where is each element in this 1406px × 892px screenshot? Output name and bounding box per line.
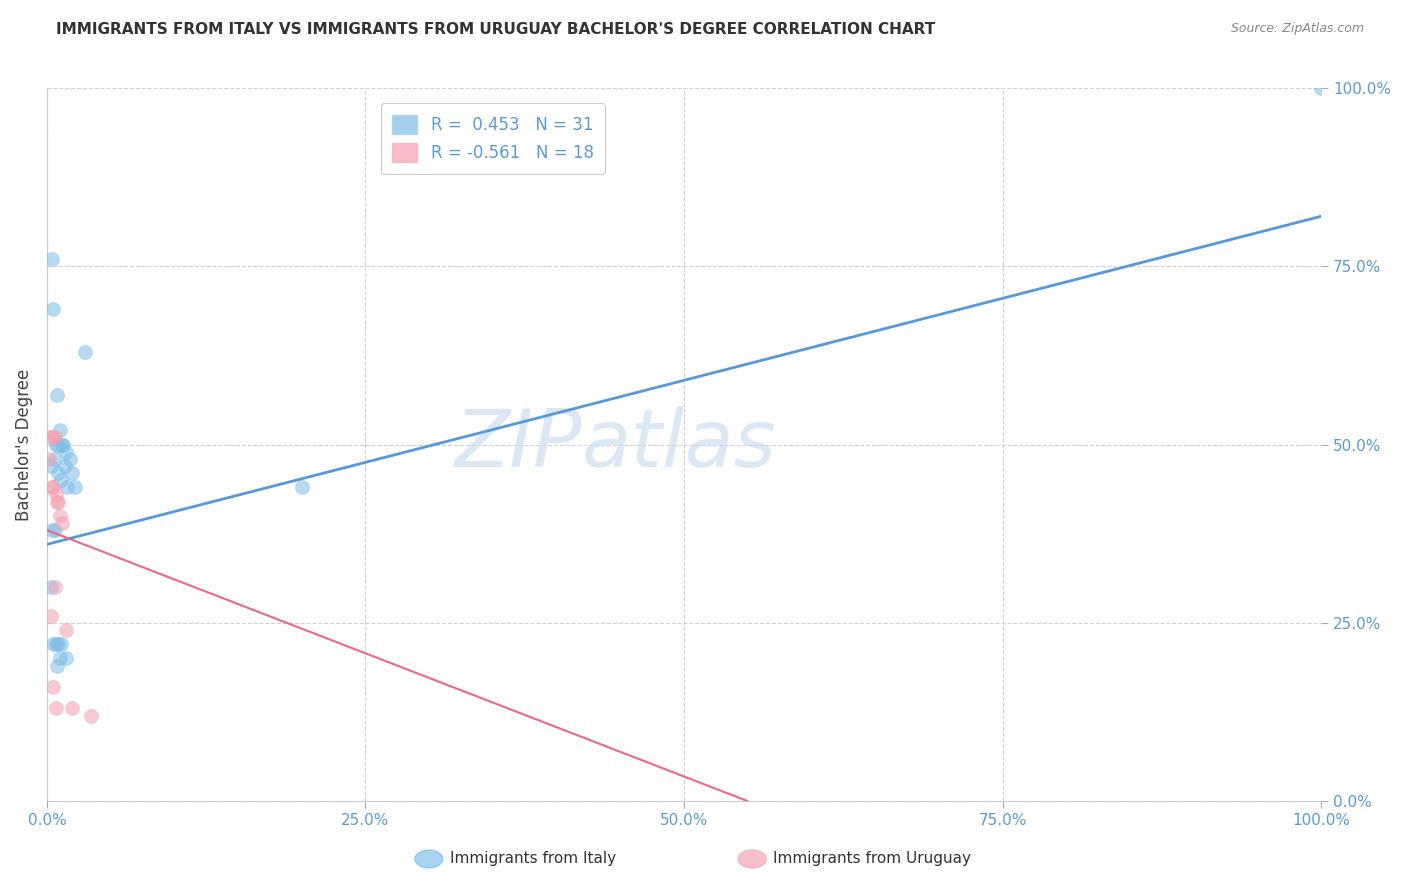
Point xyxy=(42,637,65,651)
Point xyxy=(39,608,62,623)
Point xyxy=(48,423,70,437)
Text: IMMIGRANTS FROM ITALY VS IMMIGRANTS FROM URUGUAY BACHELOR'S DEGREE CORRELATION C: IMMIGRANTS FROM ITALY VS IMMIGRANTS FROM… xyxy=(56,22,935,37)
Point xyxy=(42,301,65,316)
Point xyxy=(45,487,67,501)
Point xyxy=(48,637,70,651)
Point xyxy=(44,451,66,466)
Point xyxy=(48,437,70,451)
Point xyxy=(291,480,314,494)
Point xyxy=(39,580,62,594)
Point xyxy=(51,437,73,451)
Point xyxy=(41,523,63,537)
Point xyxy=(60,701,83,715)
Point xyxy=(63,480,86,494)
Text: Source: ZipAtlas.com: Source: ZipAtlas.com xyxy=(1230,22,1364,36)
Point xyxy=(48,466,70,480)
Point xyxy=(55,651,77,665)
Point xyxy=(59,451,82,466)
Point xyxy=(49,637,72,651)
Point xyxy=(38,451,60,466)
Point xyxy=(41,252,63,266)
Point xyxy=(48,494,70,508)
Point xyxy=(49,473,72,487)
Point xyxy=(48,508,70,523)
Point xyxy=(55,444,77,458)
Point xyxy=(41,480,63,494)
Point xyxy=(41,430,63,444)
Point xyxy=(52,437,75,451)
Point xyxy=(39,458,62,473)
Y-axis label: Bachelor's Degree: Bachelor's Degree xyxy=(15,368,32,521)
Text: ZIP: ZIP xyxy=(454,406,582,483)
Point xyxy=(45,701,67,715)
Point xyxy=(46,387,69,401)
Point xyxy=(48,651,70,665)
Text: Immigrants from Italy: Immigrants from Italy xyxy=(450,852,616,866)
Point xyxy=(53,458,76,473)
Point xyxy=(55,623,77,637)
Point xyxy=(44,430,66,444)
Point xyxy=(39,430,62,444)
Point xyxy=(42,480,65,494)
Point xyxy=(46,658,69,673)
Point xyxy=(42,680,65,694)
Point xyxy=(45,637,67,651)
Legend: R =  0.453   N = 31, R = -0.561   N = 18: R = 0.453 N = 31, R = -0.561 N = 18 xyxy=(381,103,605,174)
Point xyxy=(60,466,83,480)
Text: atlas: atlas xyxy=(582,406,778,483)
Point xyxy=(45,437,67,451)
Text: Immigrants from Uruguay: Immigrants from Uruguay xyxy=(773,852,972,866)
Point xyxy=(75,344,97,359)
Point xyxy=(44,580,66,594)
Point xyxy=(46,494,69,508)
Point xyxy=(1310,81,1333,95)
Point xyxy=(56,480,79,494)
Point xyxy=(80,708,103,723)
Point xyxy=(44,523,66,537)
Point xyxy=(51,516,73,530)
